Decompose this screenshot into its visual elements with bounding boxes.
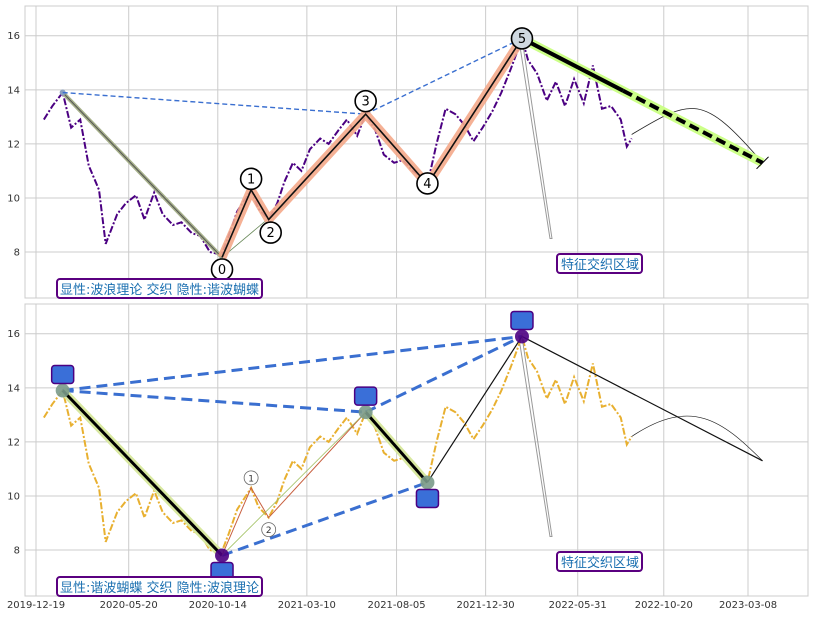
harmonic-leg	[364, 411, 429, 484]
xa-leg	[62, 92, 223, 258]
harmonic-point-marker	[420, 475, 435, 490]
wave-line	[221, 38, 523, 258]
bottom-zone-label: 特征交织区域	[561, 555, 639, 571]
x-tick-label: 2021-08-05	[367, 600, 425, 611]
bottom-caption: 显性:谐波蝴蝶 交织 隐性:波浪理论	[60, 580, 259, 596]
x-tick-label: 2019-12-19	[7, 600, 65, 611]
wave-node-label: 5	[518, 32, 526, 47]
cd-leg	[426, 336, 523, 483]
harmonic-label-box	[50, 364, 75, 385]
trend-solid	[521, 36, 624, 93]
y-tick-label: 10	[7, 193, 20, 204]
d-projection-line	[521, 335, 763, 462]
y-tick-label: 12	[7, 437, 20, 448]
wave-node-0: 0	[210, 258, 234, 281]
y-tick-label: 12	[7, 139, 20, 150]
wave-node-label: 0	[218, 263, 226, 278]
bottom-panel: 81012141612XABCD	[7, 303, 809, 597]
price-series-line	[43, 35, 633, 256]
x-tick-label: 2020-10-14	[189, 600, 247, 611]
top-caption: 显性:波浪理论 交织 隐性:谐波蝴蝶	[60, 282, 259, 298]
y-tick-label: 8	[14, 248, 20, 259]
harmonic-leg	[61, 389, 224, 557]
zone-pointer	[519, 38, 553, 239]
y-tick-label: 14	[7, 383, 20, 394]
minor-wave-label: 2	[266, 526, 272, 536]
top-zone-label-box: 特征交织区域	[556, 253, 643, 274]
y-tick-label: 16	[7, 329, 20, 340]
harmonic-label-box	[353, 386, 378, 406]
bottom-zone-label-box: 特征交织区域	[556, 551, 643, 572]
wave-node-2: 2	[259, 221, 282, 244]
x-tick-label: 2022-05-31	[549, 600, 607, 611]
harmonic-point-marker	[215, 548, 230, 563]
trend-dashed	[622, 88, 764, 165]
y-tick-label: 10	[7, 491, 20, 502]
wave-node-label: 4	[423, 177, 431, 192]
x-tick-label: 2023-03-08	[719, 600, 777, 611]
minor-wave-line	[221, 411, 367, 556]
wave-node-4: 4	[416, 172, 439, 195]
top-zone-label: 特征交织区域	[561, 257, 639, 273]
harmonic-dashed-line	[364, 335, 523, 414]
bottom-caption-box: 显性:谐波蝴蝶 交织 隐性:波浪理论	[56, 576, 263, 597]
wave-node-circle	[239, 167, 263, 191]
ab-guide-line	[221, 411, 366, 556]
wave-node-label: 3	[362, 95, 370, 110]
minor-wave-node-2: 2	[261, 522, 277, 537]
harmonic-dashed-line	[62, 334, 523, 393]
x-tick-label: 2022-10-20	[635, 600, 693, 611]
x-tick-label: 2021-12-30	[457, 600, 515, 611]
harmonic-label-box	[415, 488, 440, 509]
wave-node-circle	[259, 221, 282, 244]
harmonic-point-marker	[514, 329, 529, 344]
y-tick-label: 8	[14, 546, 20, 557]
harmonic-point-marker	[358, 405, 373, 420]
projection-arc	[631, 415, 763, 462]
minor-wave-node-1: 1	[243, 470, 259, 486]
minor-wave-circle	[261, 522, 277, 537]
top-caption-box: 显性:波浪理论 交织 隐性:谐波蝴蝶	[56, 278, 263, 299]
y-tick-label: 14	[7, 85, 20, 96]
x-tick-label: 2020-05-20	[100, 600, 158, 611]
minor-wave-label: 1	[248, 474, 254, 484]
harmonic-label-box	[510, 310, 534, 331]
trend-end-cap	[756, 156, 769, 170]
x-point-marker	[59, 89, 66, 96]
wave-node-label: 2	[267, 226, 275, 241]
plot-frame	[24, 303, 809, 597]
harmonic-point-marker	[55, 383, 70, 398]
wave-node-circle	[416, 172, 439, 195]
bd-dashed-line	[365, 37, 523, 115]
wave-node-5: 5	[510, 27, 534, 50]
wave-node-circle	[354, 89, 377, 113]
wave-node-circle	[510, 27, 534, 50]
x-axis: 2019-12-19 2020-05-20 2020-10-14 2021-03-10…	[7, 600, 777, 611]
zone-pointer	[519, 336, 553, 537]
plot-frame	[24, 5, 809, 299]
wave-node-label: 1	[247, 172, 255, 187]
harmonic-dashed-line	[221, 481, 428, 557]
wave-node-3: 3	[354, 89, 377, 113]
y-tick-label: 16	[7, 31, 20, 42]
price-series-line	[43, 333, 633, 554]
xb-dashed-line	[62, 91, 366, 115]
wave-node-1: 1	[239, 167, 263, 191]
projection-arc	[631, 108, 763, 164]
minor-wave-circle	[243, 470, 259, 486]
x-tick-label: 2021-03-10	[278, 600, 336, 611]
